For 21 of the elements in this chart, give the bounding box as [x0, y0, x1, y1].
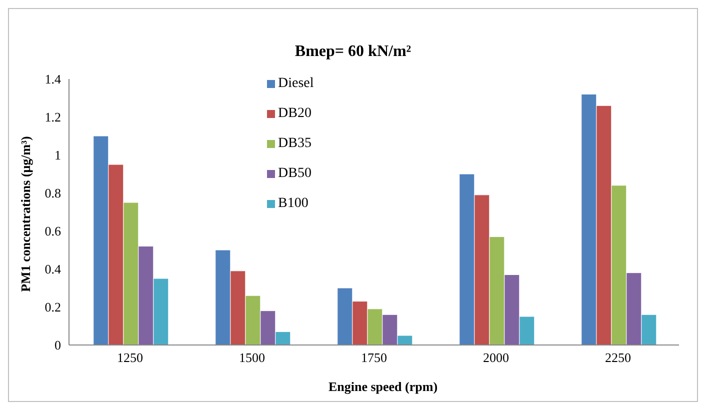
chart-title: Bmep= 60 kN/m² [294, 43, 412, 61]
y-tick-label: 0 [54, 338, 61, 353]
x-tick-label: 2250 [605, 350, 631, 366]
y-tick-label: 0.2 [44, 300, 61, 315]
y-tick-label: 0.6 [44, 224, 62, 239]
y-axis-title: PM1 concentrations (μg/m³) [18, 136, 34, 292]
legend-label: Diesel [278, 75, 314, 93]
x-axis-title: Engine speed (rpm) [327, 379, 439, 395]
x-tick-label: 1250 [117, 350, 143, 366]
x-tick-label: 2000 [483, 350, 509, 366]
legend-label: DB35 [278, 135, 312, 153]
y-tick-label: 1 [54, 148, 61, 163]
y-tick-label: 0.8 [44, 186, 61, 201]
legend-label: DB50 [278, 165, 312, 183]
y-tick-label: 1.2 [44, 110, 61, 125]
x-tick-label: 1500 [239, 350, 265, 366]
legend-label: B100 [278, 195, 308, 213]
x-tick-label: 1750 [361, 350, 387, 366]
y-tick-label: 0.4 [44, 262, 62, 277]
legend-label: DB20 [278, 105, 312, 123]
y-tick-label: 1.4 [44, 72, 62, 87]
